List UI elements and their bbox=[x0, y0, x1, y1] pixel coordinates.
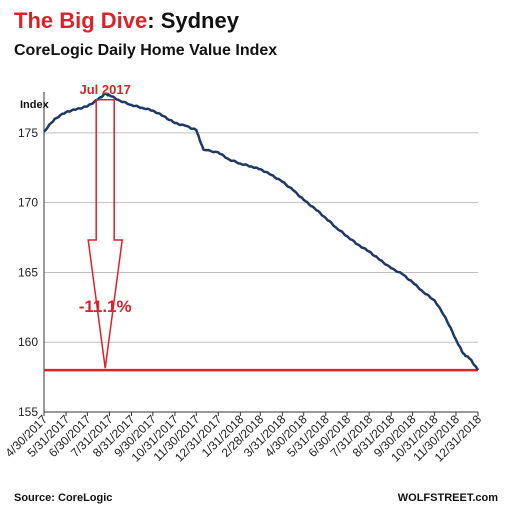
y-tick-label: 155 bbox=[18, 405, 38, 419]
y-tick-label: 160 bbox=[18, 335, 38, 349]
chart-title: The Big Dive: Sydney bbox=[14, 8, 239, 34]
series-line bbox=[43, 92, 480, 371]
y-tick-label: 175 bbox=[18, 126, 38, 140]
source-note: Source: CoreLogic bbox=[14, 492, 113, 504]
change-label: -11.1% bbox=[79, 297, 132, 316]
peak-label: Jul 2017 bbox=[80, 82, 131, 97]
y-tick-label: 165 bbox=[18, 265, 38, 279]
y-tick-label: 170 bbox=[18, 196, 38, 210]
decline-arrow bbox=[87, 99, 124, 369]
chart-subtitle: CoreLogic Daily Home Value Index bbox=[14, 42, 278, 59]
title-highlight: The Big Dive bbox=[14, 8, 148, 33]
y-axis-label: Index bbox=[20, 99, 50, 111]
brand-label: WOLFSTREET.com bbox=[397, 492, 498, 504]
title-rest: : Sydney bbox=[147, 8, 239, 33]
